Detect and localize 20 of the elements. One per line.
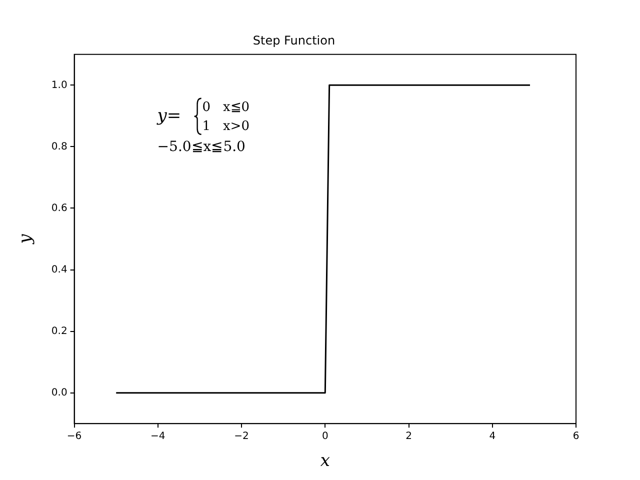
x-tick-label: 2	[406, 431, 412, 442]
chart-title: Step Function	[252, 33, 336, 48]
x-tick-label: −2	[234, 431, 249, 442]
x-tick-label: −4	[150, 431, 166, 442]
annotation: 0 x≦0	[202, 100, 250, 115]
y-axis-title: y	[16, 234, 36, 245]
y-tick-label: 0.4	[51, 264, 68, 276]
x-tick-label: 0	[322, 431, 328, 442]
y-tick-label: 0.2	[51, 326, 68, 337]
annotation: y=	[156, 106, 182, 126]
x-tick-label: 6	[572, 431, 580, 442]
annotation: 1 x>0	[202, 118, 250, 134]
y-tick-label: 1.0	[51, 80, 68, 91]
y-tick-label: 0.6	[51, 202, 68, 214]
y-tick-label: 0.8	[51, 141, 68, 152]
y-tick-label: 0.0	[51, 387, 68, 398]
annotation: −5.0≦x≦5.0	[157, 139, 246, 156]
x-tick-label: 4	[489, 431, 496, 442]
x-axis-title: x	[320, 451, 330, 472]
x-tick-label: −6	[66, 431, 82, 442]
